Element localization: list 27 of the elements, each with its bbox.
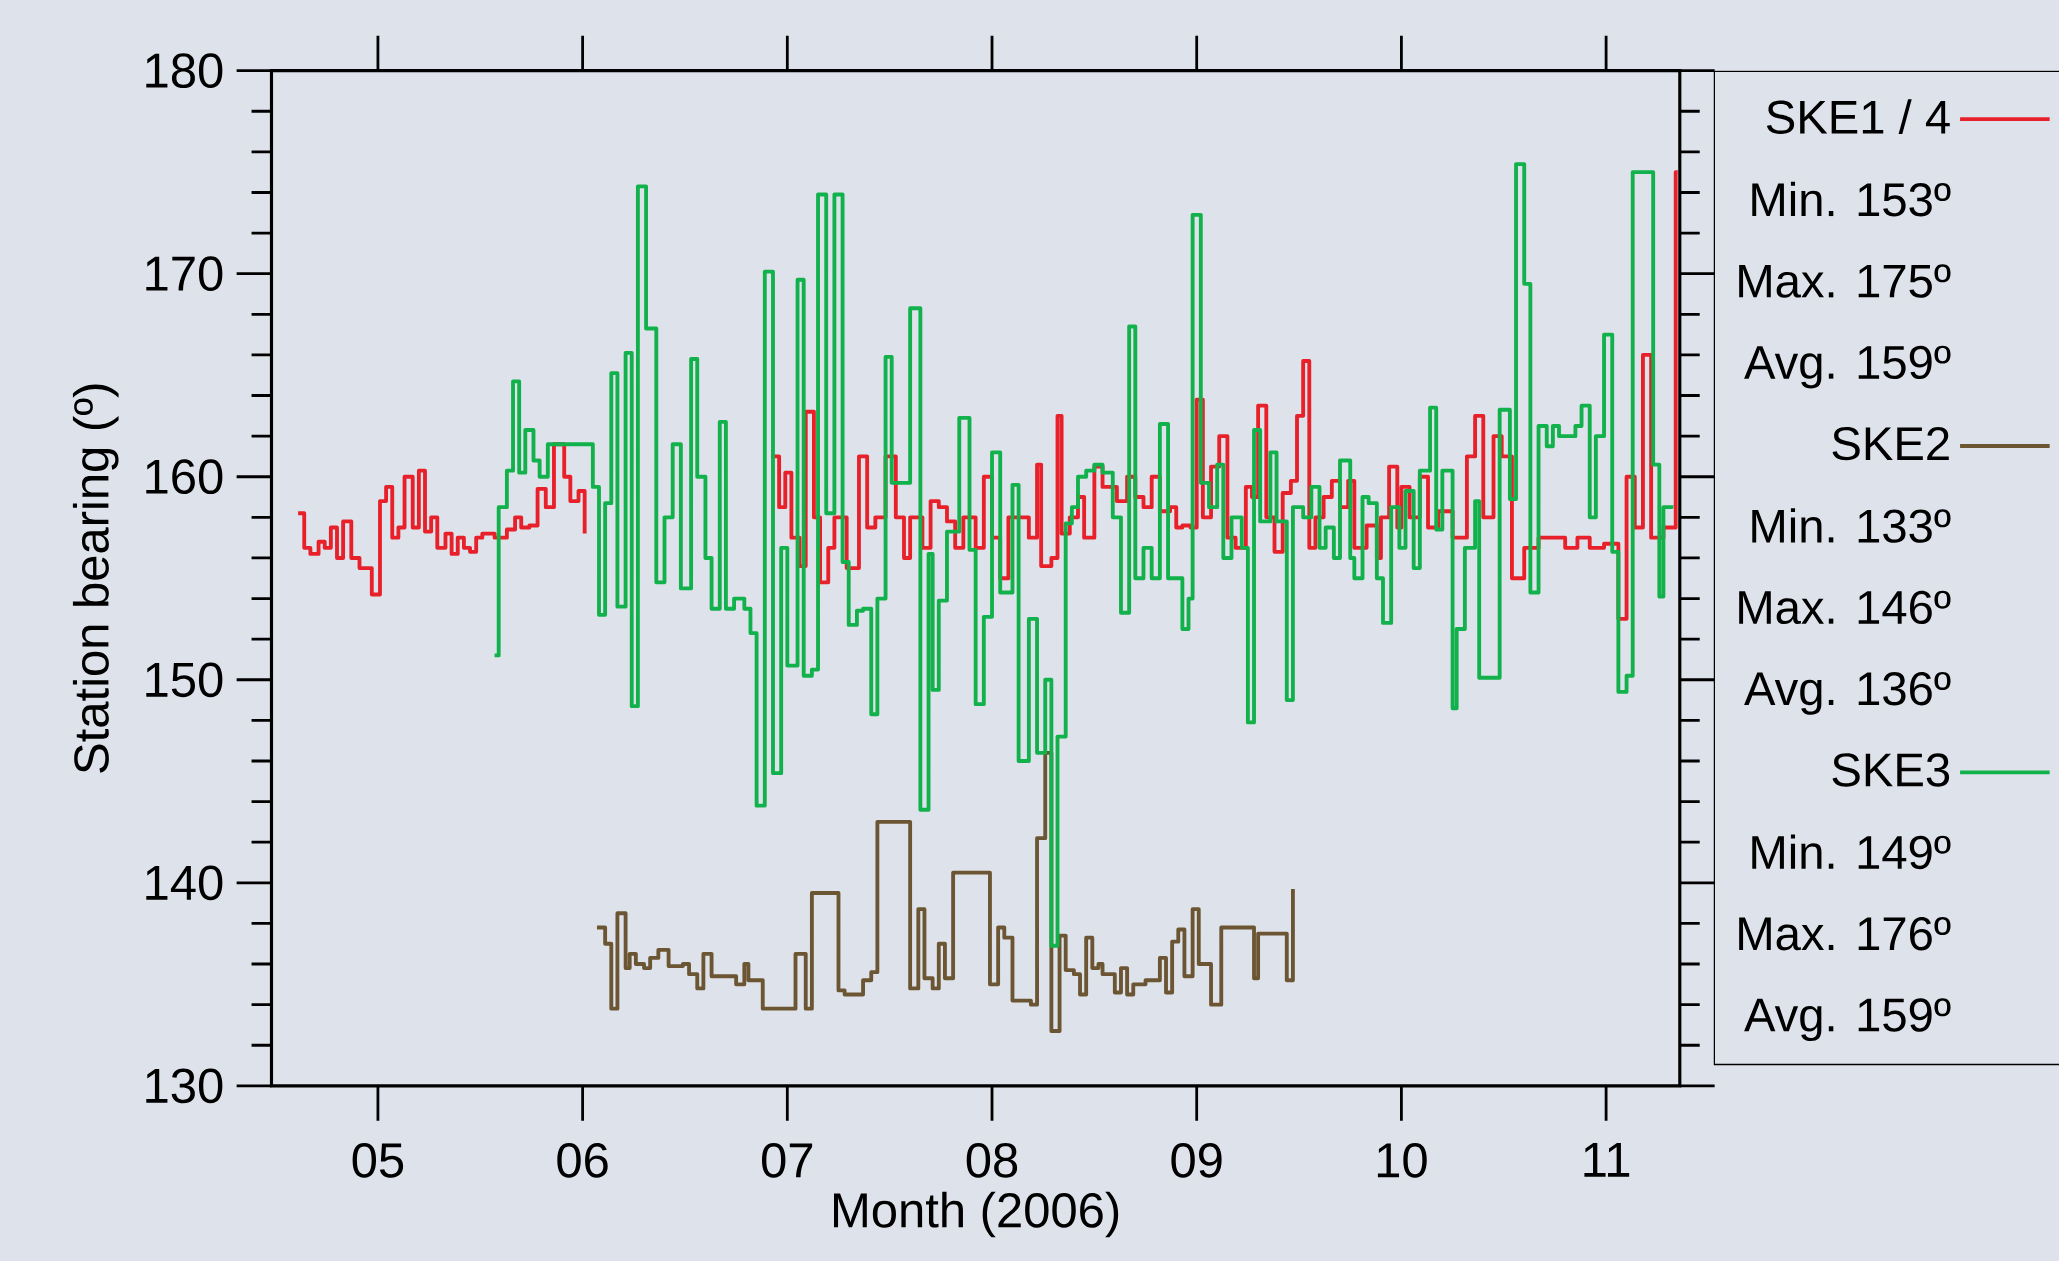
y-tick-label: 180 bbox=[146, 53, 223, 89]
y-axis-title: Station bearing (º) bbox=[72, 384, 119, 773]
legend-label: SKE2 bbox=[1832, 426, 1949, 461]
x-tick-label: 05 bbox=[352, 1142, 404, 1178]
y-tick-label: 150 bbox=[146, 662, 223, 698]
y-tick-label: 160 bbox=[146, 459, 223, 495]
x-tick-label: 08 bbox=[966, 1142, 1018, 1178]
text: Max. 176º bbox=[1739, 916, 1951, 951]
x-tick-label: 10 bbox=[1377, 1142, 1427, 1178]
text: Min. 153º bbox=[1752, 181, 1951, 217]
x-tick-label: 09 bbox=[1171, 1142, 1222, 1178]
x-tick-label: 06 bbox=[557, 1142, 608, 1178]
text: Avg. 136º bbox=[1744, 671, 1951, 715]
text: Max. 146º bbox=[1739, 590, 1951, 625]
legend-label: SKE1 / 4 bbox=[1766, 99, 1950, 135]
x-axis-title: Month (2006) bbox=[834, 1191, 1119, 1238]
text: Min. 133º bbox=[1752, 508, 1951, 543]
y-tick-label: 170 bbox=[146, 256, 223, 292]
text: Max. 175º bbox=[1739, 264, 1951, 298]
text: Min. 149º bbox=[1752, 834, 1951, 870]
y-tick-label: 130 bbox=[146, 1068, 223, 1104]
x-tick-label: 07 bbox=[762, 1142, 813, 1178]
x-tick-label: 11 bbox=[1584, 1143, 1630, 1177]
y-tick-label: 140 bbox=[146, 865, 223, 901]
text: Avg. 159º bbox=[1744, 998, 1951, 1042]
text: Avg. 159º bbox=[1744, 345, 1951, 389]
legend-label: SKE3 bbox=[1832, 753, 1950, 787]
